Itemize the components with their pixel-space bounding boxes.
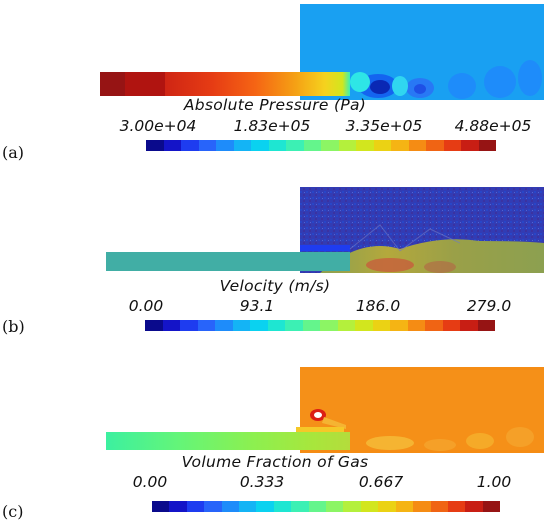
colorbar-swatch [291, 501, 309, 512]
colorbar-swatch [232, 320, 250, 331]
colorbar-swatch [360, 501, 379, 512]
colorbar-swatch [256, 501, 274, 512]
pressure-tick-2: 1.83e+05 [233, 117, 311, 135]
colorbar-swatch [478, 140, 496, 151]
velocity-colorbar [145, 320, 495, 331]
colorbar-swatch [268, 140, 286, 151]
velocity-tick-4: 279.0 [466, 297, 512, 315]
colorbar-swatch [180, 320, 198, 331]
pressure-tick-4: 4.88e+05 [454, 117, 532, 135]
colorbar-swatch [273, 501, 292, 512]
colorbar-swatch [250, 320, 268, 331]
velocity-tick-2: 93.1 [239, 297, 275, 315]
panel-pressure: Absolute Pressure (Pa) 3.00e+04 1.83e+05… [0, 0, 550, 175]
colorbar-swatch [285, 320, 303, 331]
velocity-tick-1: 0.00 [128, 297, 164, 315]
colorbar-swatch [373, 140, 391, 151]
colorbar-swatch [391, 140, 409, 151]
colorbar-swatch [198, 140, 216, 151]
colorbar-swatch [477, 320, 495, 331]
colorbar-swatch [326, 501, 344, 512]
panel-label-c: (c) [2, 502, 24, 521]
colorbar-swatch [267, 320, 285, 331]
pressure-contour-field [100, 4, 544, 100]
colorbar-swatch [426, 140, 444, 151]
pressure-tick-3: 3.35e+05 [345, 117, 423, 135]
gas-fraction-tick-1: 0.00 [132, 473, 168, 491]
colorbar-swatch [162, 320, 180, 331]
colorbar-swatch [338, 140, 356, 151]
colorbar-swatch [303, 140, 321, 151]
colorbar-swatch [251, 140, 269, 151]
colorbar-swatch [343, 501, 361, 512]
colorbar-swatch [321, 140, 339, 151]
colorbar-swatch [145, 320, 163, 331]
colorbar-swatch [356, 140, 374, 151]
colorbar-swatch [395, 501, 414, 512]
colorbar-swatch [186, 501, 205, 512]
colorbar-swatch [408, 140, 426, 151]
colorbar-swatch [181, 140, 199, 151]
colorbar-swatch [146, 140, 164, 151]
colorbar-swatch [204, 501, 222, 512]
pressure-tick-1: 3.00e+04 [119, 117, 197, 135]
colorbar-swatch [239, 501, 257, 512]
velocity-tick-3: 186.0 [355, 297, 401, 315]
colorbar-swatch [233, 140, 251, 151]
colorbar-swatch [465, 501, 483, 512]
colorbar-swatch [215, 320, 233, 331]
panel-label-b: (b) [2, 317, 25, 336]
colorbar-swatch [461, 140, 479, 151]
colorbar-swatch [372, 320, 390, 331]
colorbar-swatch [152, 501, 170, 512]
colorbar-swatch [355, 320, 373, 331]
colorbar-swatch [308, 501, 327, 512]
gas-fraction-tick-4: 1.00 [476, 473, 512, 491]
colorbar-swatch [413, 501, 431, 512]
colorbar-swatch [221, 501, 240, 512]
colorbar-swatch [378, 501, 396, 512]
colorbar-swatch [390, 320, 408, 331]
panel-label-a: (a) [2, 143, 25, 162]
colorbar-swatch [443, 140, 461, 151]
colorbar-swatch [430, 501, 448, 512]
colorbar-swatch [320, 320, 338, 331]
colorbar-swatch [197, 320, 215, 331]
colorbar-swatch [407, 320, 425, 331]
colorbar-swatch [302, 320, 320, 331]
velocity-contour-field [106, 187, 544, 273]
colorbar-swatch [447, 501, 466, 512]
pressure-colorbar [146, 140, 496, 151]
velocity-colorbar-title: Velocity (m/s) [219, 277, 331, 295]
colorbar-swatch [163, 140, 181, 151]
panel-gas-fraction: Volume Fraction of Gas 0.00 0.333 0.667 … [0, 365, 550, 525]
colorbar-swatch [482, 501, 501, 512]
colorbar-swatch [216, 140, 234, 151]
colorbar-swatch [442, 320, 460, 331]
colorbar-swatch [425, 320, 443, 331]
colorbar-swatch [169, 501, 187, 512]
colorbar-swatch [286, 140, 304, 151]
gas-fraction-colorbar-title: Volume Fraction of Gas [181, 453, 369, 471]
gas-fraction-colorbar [152, 501, 501, 512]
gas-fraction-contour-field [106, 367, 544, 453]
gas-fraction-tick-3: 0.667 [358, 473, 404, 491]
gas-fraction-tick-2: 0.333 [239, 473, 285, 491]
colorbar-swatch [337, 320, 355, 331]
panel-velocity: Velocity (m/s) 0.00 93.1 186.0 279.0 (b) [0, 185, 550, 355]
colorbar-swatch [460, 320, 478, 331]
pressure-colorbar-title: Absolute Pressure (Pa) [183, 96, 367, 114]
